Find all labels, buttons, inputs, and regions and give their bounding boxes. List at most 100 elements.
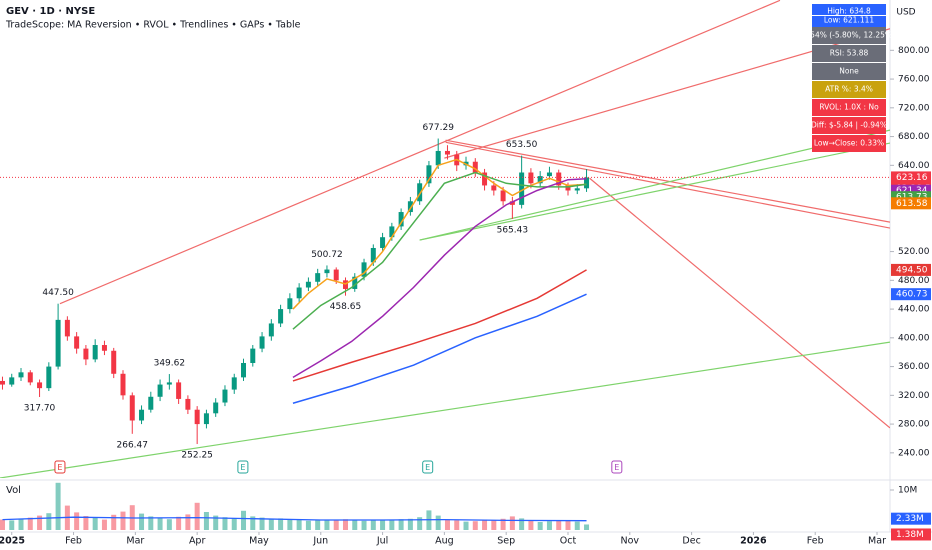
volume-bar: [435, 515, 441, 530]
table-cell: [812, 16, 886, 27]
candle-body: [83, 348, 89, 360]
earnings-label: E: [57, 463, 62, 472]
volume-bar: [305, 520, 311, 530]
table-text: RSI: 53.88: [830, 49, 869, 58]
table-text: RVOL: 1.0X : No: [819, 103, 879, 112]
candle-body: [380, 237, 386, 248]
volume-bar: [278, 518, 284, 530]
y-tick-label: 320.00: [898, 391, 930, 401]
price-badge: [891, 288, 931, 301]
moving-average: [292, 158, 587, 310]
table-cell: [812, 135, 886, 152]
candle-body: [435, 150, 441, 166]
volume-bar: [361, 520, 367, 530]
candle-body: [556, 172, 562, 186]
x-tick-label: 2025: [0, 536, 25, 547]
y-tick-label: 720.00: [898, 103, 930, 113]
y-tick-label: 400.00: [898, 333, 930, 343]
candle-body: [472, 161, 478, 173]
y-tick-label: 760.00: [898, 75, 930, 85]
volume-bar: [398, 519, 404, 530]
trendline: [0, 341, 890, 478]
x-tick-label: Dec: [682, 536, 700, 547]
y-tick-label: 360.00: [898, 362, 930, 372]
candle-body: [574, 188, 580, 191]
table-text: None: [839, 67, 859, 76]
trendline: [445, 141, 890, 229]
x-tick-label: Aug: [435, 536, 454, 547]
volume-bar: [111, 514, 117, 530]
x-tick-label: Oct: [560, 536, 577, 547]
volume-bar: [574, 521, 580, 530]
volume-badge-label: 2.33M: [896, 514, 924, 524]
candle-body: [305, 281, 311, 288]
price-badge: [891, 263, 931, 276]
y-tick-label: 680.00: [898, 132, 930, 142]
volume-bar: [370, 519, 376, 530]
candle-body: [537, 176, 543, 184]
price-annotation: 500.72: [311, 250, 343, 260]
price-pane: [0, 0, 890, 478]
candle-body: [64, 319, 70, 337]
earnings-label: E: [425, 463, 430, 472]
volume-bar: [101, 519, 107, 530]
price-annotation: 317.70: [24, 403, 56, 413]
candle-body: [157, 384, 163, 397]
candle-body: [9, 377, 15, 385]
volume-bar: [46, 513, 52, 530]
price-badge: [891, 197, 931, 210]
table-cell: [812, 27, 886, 44]
moving-average: [292, 293, 587, 404]
volume-bar: [166, 519, 172, 530]
candle-body: [519, 172, 525, 205]
volume-bar: [482, 519, 488, 530]
candle-body: [176, 382, 182, 399]
volume-bar: [342, 519, 348, 530]
trendline: [59, 0, 781, 305]
price-annotation: 458.65: [330, 302, 362, 312]
candle-body: [324, 269, 330, 274]
volume-bar: [27, 517, 33, 530]
volume-bar: [380, 520, 386, 530]
volume-bar: [0, 519, 5, 530]
volume-bar: [231, 518, 237, 530]
table-text: 1.54% (-5.80%, 12.25%): [803, 31, 895, 40]
candle-body: [231, 377, 237, 390]
price-badge-label: 623.16: [896, 173, 928, 183]
price-annotation: 252.25: [181, 451, 213, 461]
candle-body: [55, 319, 61, 367]
trendline: [419, 142, 890, 241]
x-tick-label: Mar: [126, 536, 144, 547]
y-tick-label: 480.00: [898, 276, 930, 286]
volume-bar: [185, 514, 191, 530]
vol-tick-label: 10M: [898, 486, 917, 496]
price-badge-label: 613.58: [896, 199, 928, 209]
earnings-marker: [611, 460, 623, 474]
candle-body: [287, 298, 293, 310]
volume-bar: [176, 516, 182, 530]
x-tick-label: May: [249, 536, 269, 547]
candle-body: [491, 185, 497, 191]
volume-bar: [352, 520, 358, 530]
volume-bar: [444, 520, 450, 530]
price-annotation: 447.50: [42, 288, 74, 298]
candle-body: [444, 150, 450, 155]
y-tick-label: 800.00: [898, 46, 930, 56]
x-tick-label: Nov: [621, 536, 640, 547]
earnings-label: E: [614, 463, 619, 472]
volume-bar: [203, 512, 209, 530]
candle-body: [315, 273, 321, 282]
currency: USD: [896, 8, 915, 18]
price-annotation: 565.43: [497, 225, 529, 235]
volume-bar: [556, 520, 562, 530]
volume-bar: [18, 518, 24, 530]
x-tick-label: Feb: [807, 536, 824, 547]
candle-body: [333, 269, 339, 281]
volume-bar: [37, 515, 43, 530]
candle-body: [417, 183, 423, 202]
candle-body: [74, 336, 80, 349]
volume-bar: [259, 517, 265, 530]
x-tick-label: Mar: [868, 536, 886, 547]
volume-bar: [148, 516, 154, 530]
